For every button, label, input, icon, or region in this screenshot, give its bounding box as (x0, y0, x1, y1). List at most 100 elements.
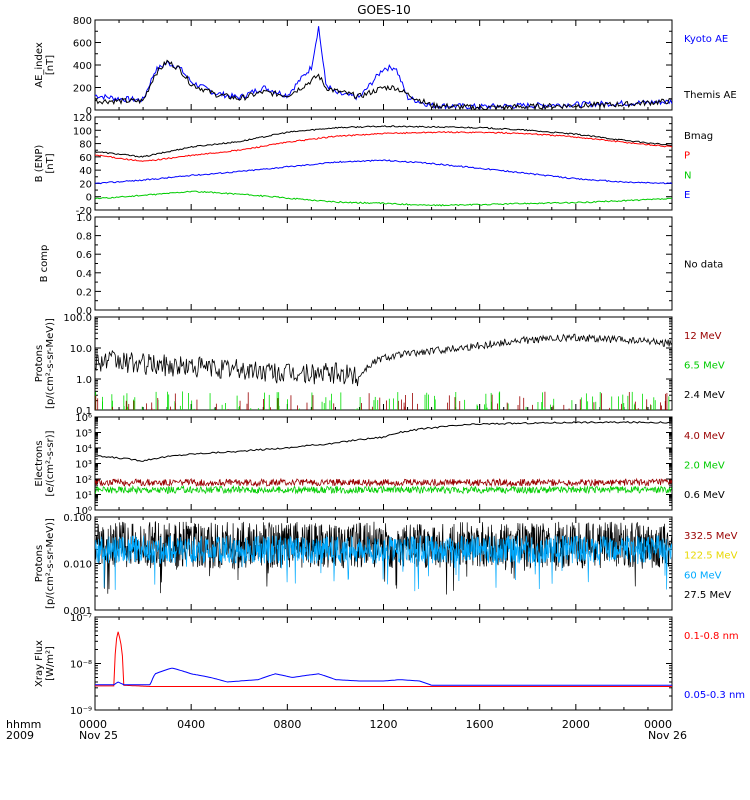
y-tick-label: 0.2 (76, 287, 92, 298)
y-tick-label: 0 (86, 193, 92, 204)
y-tick-label: 10⁵ (75, 429, 92, 440)
series-line (95, 125, 672, 158)
panel-frame (94, 616, 673, 711)
series-line (95, 421, 672, 462)
y-axis-label: Xray Flux[W/m²] (34, 640, 56, 687)
y-tick-label: 60 (79, 153, 92, 164)
y-axis-label-line: Protons (34, 545, 45, 582)
legend-label: 0.1-0.8 nm (684, 631, 739, 642)
y-axis-label: B (ENP)[nT] (34, 145, 56, 183)
y-tick-label: 0.6 (76, 250, 92, 261)
y-axis-label: Protons[p/(cm²-s-sr-MeV)] (34, 518, 56, 609)
legend-label: 122.5 MeV (684, 551, 738, 562)
time-axis-date-start: Nov 25 (79, 729, 118, 742)
series-line (95, 534, 672, 592)
y-tick-label: 10³ (75, 460, 92, 471)
legend-label: P (684, 151, 690, 162)
series-line (95, 26, 672, 110)
y-tick-label: 80 (79, 140, 92, 151)
y-axis-label-line: [nT] (45, 55, 56, 75)
panel-frame (94, 19, 673, 111)
y-axis-label-line: AE_index (34, 42, 45, 88)
y-tick-label: 200 (73, 84, 92, 95)
y-axis-label-line: Protons (34, 345, 45, 382)
legend-label: 2.0 MeV (684, 461, 725, 472)
legend-label: Themis AE (683, 90, 737, 101)
time-axis: hhmm 2009 Nov 25 Nov 26 0000 0400 0800 1200… (6, 718, 687, 742)
y-tick-label: 10.0 (70, 344, 92, 355)
y-axis-label: Protons[p/(cm²-s-sr-MeV)] (34, 318, 56, 409)
legend-label: E (684, 190, 690, 201)
y-axis-label-line: [W/m²] (45, 646, 56, 681)
panel-frame (94, 416, 673, 511)
y-tick-label: 0 (86, 106, 92, 117)
panel-plot-area (95, 333, 672, 410)
y-axis-label-line: Electrons (34, 440, 45, 486)
time-tick-label: 1200 (370, 718, 398, 731)
y-tick-label: 20 (79, 179, 92, 190)
y-axis-label: Electrons[e/(cm²-s-sr)] (34, 430, 56, 496)
y-tick-label: 600 (73, 39, 92, 50)
y-tick-label: 10⁻⁷ (70, 613, 92, 624)
y-tick-label: 10⁴ (75, 444, 92, 455)
series-line (95, 159, 672, 185)
y-tick-label: 0.0 (76, 306, 92, 317)
legend-label: 0.6 MeV (684, 490, 725, 501)
time-tick-label: 0000 (644, 718, 672, 731)
panel-frame (94, 216, 673, 311)
legend-label: 2.4 MeV (684, 390, 725, 401)
time-axis-date-end: Nov 26 (648, 729, 687, 742)
y-tick-label: 0.010 (63, 560, 92, 571)
time-axis-row-label-1: hhmm (6, 718, 41, 731)
panel-plot-area (95, 631, 672, 687)
panel-7: 10⁻⁹ 10⁻⁸ 10⁻⁷ Xray Flux[W/m²] 0.1-0.8 nm 0.0… (34, 613, 745, 717)
legend-label: Bmag (684, 131, 713, 142)
y-axis-label-line: B comp (39, 245, 50, 283)
legend-label: Kyoto AE (684, 34, 728, 45)
panel-6: 0.001 0.010 0.100 Protons[p/(cm²-s-sr-MeV)]… (34, 513, 738, 617)
panel-frame (94, 116, 673, 211)
time-tick-label: 1600 (466, 718, 494, 731)
y-tick-label: 0.100 (63, 513, 92, 524)
panel-1: 0 200 400 600 800 AE_index[nT] Kyoto AE Themis … (34, 16, 737, 117)
series-line (95, 59, 672, 110)
y-axis-label-line: [p/(cm²-s-sr-MeV)] (45, 518, 56, 609)
panel-plot-area (95, 26, 672, 110)
y-tick-label: 100.0 (63, 313, 92, 324)
y-tick-label: 1.0 (76, 375, 92, 386)
y-tick-label: 100 (73, 126, 92, 137)
series-line (95, 631, 672, 687)
y-tick-label: -20 (76, 206, 92, 217)
time-tick-label: 0800 (273, 718, 301, 731)
y-tick-label: 10¹ (75, 491, 92, 502)
panel-5: 10⁰ 10¹ 10² 10³ 10⁴ 10⁵ 10⁶ Electrons[e/(cm²-s-… (34, 413, 725, 517)
y-tick-label: 40 (79, 166, 92, 177)
y-axis-label: B comp (39, 245, 50, 283)
legend-label: 60 MeV (684, 570, 722, 581)
y-tick-label: 120 (73, 113, 92, 124)
y-tick-label: 0.4 (76, 269, 92, 280)
series-line (95, 477, 672, 488)
y-axis-label-line: [p/(cm²-s-sr-MeV)] (45, 318, 56, 409)
legend-label: 0.05-0.3 nm (684, 690, 745, 701)
y-axis-label-line: B (ENP) (34, 145, 45, 183)
time-tick-label: 0000 (79, 718, 107, 731)
panel-plot-area (95, 421, 672, 495)
y-axis-label-line: [e/(cm²-s-sr)] (45, 430, 56, 496)
panel-4: 0.1 1.0 10.0 100.0 Protons[p/(cm²-s-sr-MeV)]… (34, 313, 725, 417)
panel-2: -20 0 20 40 60 80 100 120 B (ENP)[nT] Bmag PNE (34, 113, 713, 217)
time-tick-label: 0400 (177, 718, 205, 731)
y-tick-label: 10⁻⁸ (70, 660, 92, 671)
series-line (95, 190, 672, 207)
panel-plot-area (95, 520, 672, 595)
y-tick-label: 10² (75, 475, 92, 486)
panel-3: 0.0 0.2 0.4 0.6 0.8 1.0 B comp No data (39, 213, 723, 317)
plot-title: GOES-10 (357, 3, 411, 17)
y-axis-label-line: Xray Flux (34, 640, 45, 687)
y-tick-label: 1.0 (76, 213, 92, 224)
y-tick-label: 0.8 (76, 232, 92, 243)
legend-label: 6.5 MeV (684, 361, 725, 372)
legend-label: 4.0 MeV (684, 431, 725, 442)
